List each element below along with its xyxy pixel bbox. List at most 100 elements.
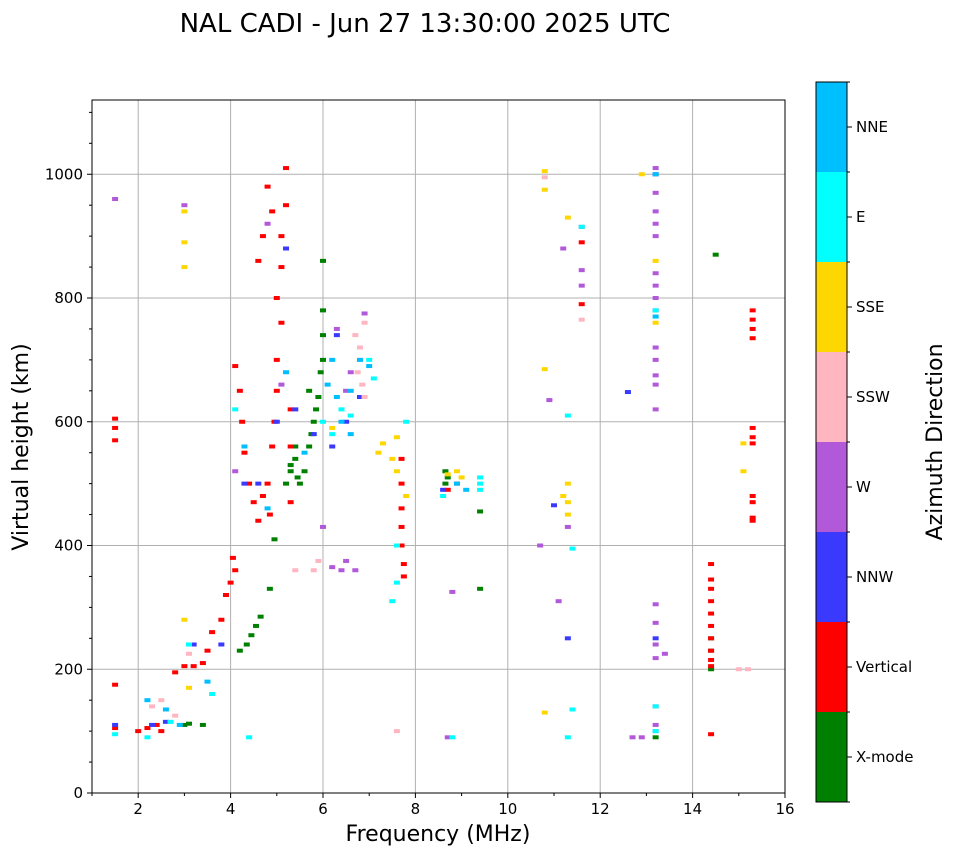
- data-point-vertical: [287, 500, 294, 505]
- data-point-ssw: [315, 558, 322, 563]
- data-point-nne: [301, 450, 308, 455]
- data-point-sse: [329, 425, 336, 430]
- data-point-vertical: [278, 234, 285, 239]
- data-point-sse: [458, 475, 465, 480]
- data-point-w: [652, 407, 659, 412]
- data-point-e: [370, 376, 377, 381]
- data-point-vertical: [749, 500, 756, 505]
- data-point-w: [347, 370, 354, 375]
- data-point-w: [652, 190, 659, 195]
- data-point-sse: [181, 617, 188, 622]
- data-point-sse: [444, 472, 451, 477]
- data-point-vertical: [278, 320, 285, 325]
- data-point-vertical: [112, 416, 119, 421]
- data-point-ssw: [745, 667, 752, 672]
- data-point-vertical: [112, 726, 119, 731]
- x-tick-label: 4: [226, 800, 236, 818]
- data-point-nne: [347, 388, 354, 393]
- data-point-sse: [375, 450, 382, 455]
- chart-title: NAL CADI - Jun 27 13:30:00 2025 UTC: [180, 9, 671, 39]
- data-point-e: [393, 543, 400, 548]
- data-point-e: [449, 735, 456, 740]
- data-point-sse: [403, 494, 410, 498]
- data-point-nnw: [551, 503, 557, 508]
- colorbar-label: NNE: [856, 118, 888, 136]
- data-point-x-mode: [236, 648, 243, 653]
- data-point-vertical: [255, 518, 262, 523]
- data-point-e: [209, 692, 216, 696]
- data-point-nne: [176, 722, 183, 727]
- data-point-vertical: [708, 648, 715, 653]
- data-point-w: [652, 382, 659, 387]
- data-point-e: [246, 735, 253, 740]
- data-point-nnw: [149, 722, 156, 727]
- data-point-e: [569, 707, 576, 712]
- data-point-vertical: [708, 732, 715, 737]
- grid-lines: [92, 100, 785, 793]
- data-point-w: [338, 568, 345, 573]
- data-point-w: [652, 345, 659, 350]
- data-point-ssw: [356, 345, 363, 350]
- data-point-e: [569, 546, 576, 551]
- data-point-ssw: [292, 568, 299, 573]
- data-point-x-mode: [301, 469, 308, 474]
- data-point-vertical: [273, 296, 280, 300]
- data-point-nnw: [283, 246, 290, 251]
- data-point-nnw: [273, 419, 280, 424]
- colorbar-segment: [816, 442, 847, 532]
- data-point-e: [403, 419, 410, 424]
- data-point-w: [264, 221, 271, 226]
- y-tick-label: 1000: [45, 165, 83, 183]
- colorbar-segment: [816, 172, 847, 262]
- data-point-vertical: [400, 562, 407, 567]
- data-point-vertical: [283, 166, 290, 171]
- data-point-w: [652, 357, 659, 362]
- data-point-sse: [453, 469, 460, 474]
- data-point-vertical: [158, 729, 165, 734]
- data-point-sse: [541, 187, 548, 192]
- data-point-ssw: [578, 317, 585, 322]
- data-point-vertical: [749, 515, 756, 520]
- data-point-nnw: [255, 481, 262, 486]
- data-point-sse: [740, 441, 747, 446]
- data-point-ssw: [361, 395, 368, 399]
- data-point-ssw: [172, 713, 179, 718]
- data-point-vertical: [708, 611, 715, 616]
- data-point-vertical: [708, 599, 715, 604]
- data-point-sse: [389, 456, 396, 461]
- data-point-e: [144, 735, 151, 740]
- data-point-vertical: [264, 184, 271, 189]
- data-point-vertical: [144, 726, 151, 731]
- data-point-sse: [186, 685, 193, 690]
- data-point-nne: [144, 698, 151, 703]
- data-point-e: [186, 642, 193, 647]
- data-point-ssw: [359, 382, 366, 387]
- data-point-x-mode: [292, 456, 299, 461]
- data-point-vertical: [273, 388, 280, 393]
- data-point-e: [232, 407, 239, 412]
- data-point-ssw: [186, 651, 193, 656]
- data-point-vertical: [708, 577, 715, 582]
- data-point-nne: [652, 172, 659, 177]
- data-point-sse: [541, 169, 548, 174]
- data-point-nne: [162, 707, 169, 712]
- data-point-w: [578, 283, 585, 288]
- y-axis-ticks: 0 200 400 600 800 1000: [45, 111, 92, 802]
- y-axis-label: Virtual height (km): [9, 343, 34, 550]
- data-point-w: [652, 234, 659, 239]
- colorbar-title: Azimuth Direction: [923, 343, 948, 540]
- data-point-x-mode: [306, 388, 313, 393]
- data-point-x-mode: [294, 475, 301, 480]
- data-point-sse: [564, 481, 571, 486]
- data-point-vertical: [749, 441, 756, 446]
- data-point-vertical: [400, 574, 407, 579]
- data-point-x-mode: [477, 509, 484, 514]
- data-point-sse: [638, 172, 645, 177]
- data-point-w: [652, 656, 659, 661]
- data-point-e: [167, 719, 174, 724]
- data-point-w: [352, 568, 359, 573]
- data-point-vertical: [708, 562, 715, 567]
- data-point-nne: [264, 506, 271, 511]
- data-point-vertical: [273, 357, 280, 362]
- data-point-x-mode: [442, 469, 449, 474]
